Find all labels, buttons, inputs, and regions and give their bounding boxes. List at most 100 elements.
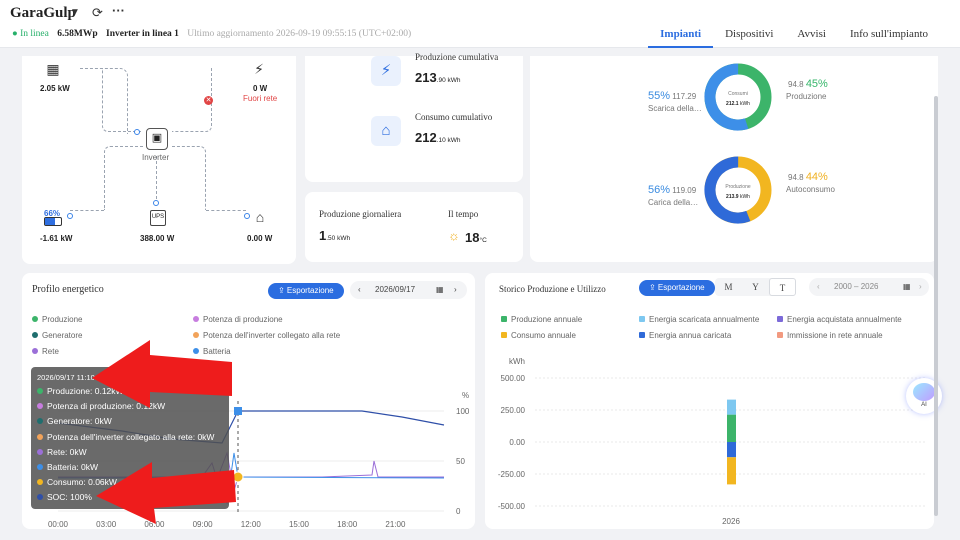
next-date-icon[interactable]: › [454, 285, 457, 294]
top-right-stat: 94.8 45% [788, 78, 828, 90]
sun-icon: ☼ [448, 228, 460, 243]
tooltip-title: 2026/09/17 11:10:00 [37, 373, 106, 382]
bottom-right-stat: 94.8 44% [788, 171, 828, 183]
next-range-icon[interactable]: › [919, 282, 922, 291]
bottom-left-stat: 56% 119.09 [648, 184, 697, 196]
history-legend-item[interactable]: Immissione in rete annuale [777, 331, 883, 340]
bottom-left-label: Carica della… [648, 198, 699, 207]
history-title: Storico Produzione e Utilizzo [499, 284, 606, 294]
inverter-status: Inverter in linea 1 [106, 29, 179, 39]
tab-dispositivi[interactable]: Dispositivi [725, 28, 774, 40]
history-bar-segment [727, 414, 736, 442]
battery-pct: 66% [44, 209, 61, 218]
history-legend-item[interactable]: Energia scaricata annualmente [639, 315, 759, 324]
calendar-icon[interactable]: ▦ [436, 285, 444, 294]
caret-down-icon[interactable]: ▼ [70, 7, 80, 18]
cum-production-label: Produzione cumulativa [415, 52, 499, 62]
battery-icon [44, 217, 62, 226]
production-donut [704, 156, 772, 224]
cum-consumption-label: Consumo cumulativo [415, 112, 493, 122]
scrollbar[interactable] [934, 96, 938, 516]
tab-impianti[interactable]: Impianti [648, 28, 714, 48]
date-picker[interactable]: ‹ 2026/09/17 ▦ › [350, 281, 467, 299]
last-update: Ultimo aggiornamento 2026-09-19 09:55:15… [187, 29, 412, 39]
history-legend-item[interactable]: Produzione annuale [501, 315, 582, 324]
history-export-button[interactable]: ⇪ Esportazione [639, 280, 715, 296]
weather-value: 18°C [465, 230, 487, 245]
more-icon[interactable]: ··· [112, 3, 125, 18]
home-value: 0.00 W [247, 234, 273, 243]
grid-tower-icon: ⚡ [254, 61, 264, 77]
donut-charts [704, 63, 772, 224]
range-calendar-icon[interactable]: ▦ [903, 282, 911, 291]
top-header: GaraGulp ▼ ⟳ ··· ● In linea 6.58MWp Inve… [0, 0, 960, 48]
solar-panel-icon: ▦ [46, 61, 60, 77]
segment-year[interactable]: Y [752, 282, 759, 292]
main-tabs: Impianti Dispositivi Avvisi Info sull'im… [648, 28, 940, 48]
export-button[interactable]: ⇪ Esportazione [268, 283, 344, 299]
tooltip-row: Rete: 0kW [37, 447, 87, 457]
status-line: ● In linea 6.58MWp Inverter in linea 1 U… [12, 29, 411, 39]
prev-date-icon[interactable]: ‹ [358, 285, 361, 294]
legend-item[interactable]: Generatore [32, 331, 82, 340]
ups-value: 388.00 W [140, 234, 175, 243]
history-y-tick: 500.00 [501, 374, 526, 383]
x-tick-label: 03:00 [96, 520, 117, 529]
top-right-label: Produzione [786, 92, 827, 101]
donut-left-segment [704, 63, 772, 131]
inverter-icon[interactable]: ▣ [146, 128, 168, 150]
segment-total[interactable]: T [769, 278, 796, 296]
legend-item[interactable]: Potenza di produzione [193, 315, 283, 324]
history-card: Storico Produzione e Utilizzo ⇪ Esportaz… [485, 273, 934, 529]
tab-info[interactable]: Info sull'impianto [849, 28, 928, 40]
history-y-tick: -250.00 [498, 470, 526, 479]
home-icon: ⌂ [255, 209, 265, 225]
history-legend-item[interactable]: Energia annua caricata [639, 331, 731, 340]
disconnected-icon: ✕ [204, 96, 213, 105]
y-tick-label: 0 [456, 507, 461, 516]
legend-item[interactable]: Rete [32, 347, 59, 356]
production-icon: ⚡ [371, 56, 401, 86]
history-bar-segment [727, 442, 736, 458]
tooltip-row: Generatore: 0kW [37, 416, 112, 426]
ai-label: AI [921, 402, 927, 408]
online-status: ● In linea [12, 29, 49, 39]
grid-status: Fuori rete [243, 94, 278, 103]
history-legend-item[interactable]: Energia acquistata annualmente [777, 315, 902, 324]
date-value: 2026/09/17 [375, 285, 416, 294]
history-legend-item[interactable]: Consumo annuale [501, 331, 576, 340]
capacity: 6.58MWp [57, 29, 98, 39]
energy-flow-card: ✕ ▦ 2.05 kW ⚡ 0 W Fuori rete ▣ Inverter … [22, 56, 296, 264]
legend-item[interactable]: Potenza dell'inverter collegato alla ret… [193, 331, 340, 340]
weather-label: Il tempo [448, 209, 479, 219]
energy-profile-title: Profilo energetico [32, 284, 104, 295]
x-tick-label: 15:00 [289, 520, 310, 529]
range-picker[interactable]: ‹ 2000 – 2026 ▦ › [809, 278, 929, 296]
x-tick-label: 06:00 [144, 520, 165, 529]
top-left-label: Scarica della… [648, 104, 702, 113]
tooltip-row: Produzione: 0.12kW [37, 386, 124, 396]
top-donut-title: Consumi [728, 91, 748, 97]
refresh-icon[interactable]: ⟳ [92, 5, 103, 20]
history-bar-segment [727, 457, 736, 485]
history-bar-segment [727, 399, 736, 415]
cum-production-value: 213.90 kWh [415, 70, 461, 85]
history-y-tick: 250.00 [501, 406, 526, 415]
x-tick-label: 21:00 [385, 520, 406, 529]
tooltip-row: Potenza di produzione: 0.12kW [37, 401, 165, 411]
x-tick-label: 12:00 [241, 520, 262, 529]
tab-avvisi[interactable]: Avvisi [797, 28, 826, 40]
legend-item[interactable]: Produzione [32, 315, 82, 324]
chart-tooltip: 2026/09/17 11:10:00 Produzione: 0.12kW Po… [31, 367, 229, 509]
segment-month[interactable]: M [724, 282, 733, 292]
daily-value: 1.50 kWh [319, 228, 351, 243]
prev-range-icon[interactable]: ‹ [817, 282, 820, 291]
period-segment: M Y T [715, 278, 796, 296]
x-tick-label: 09:00 [193, 520, 214, 529]
history-y-tick: 0.00 [509, 438, 525, 447]
history-chart[interactable]: kWh 500.00 250.00 0.00 -250.00 -500.00 2026 [485, 273, 934, 529]
pv-value: 2.05 kW [40, 84, 70, 93]
range-value: 2000 – 2026 [834, 282, 879, 291]
history-y-unit: kWh [509, 357, 525, 366]
top-left-stat: 55% 117.29 [648, 90, 697, 102]
